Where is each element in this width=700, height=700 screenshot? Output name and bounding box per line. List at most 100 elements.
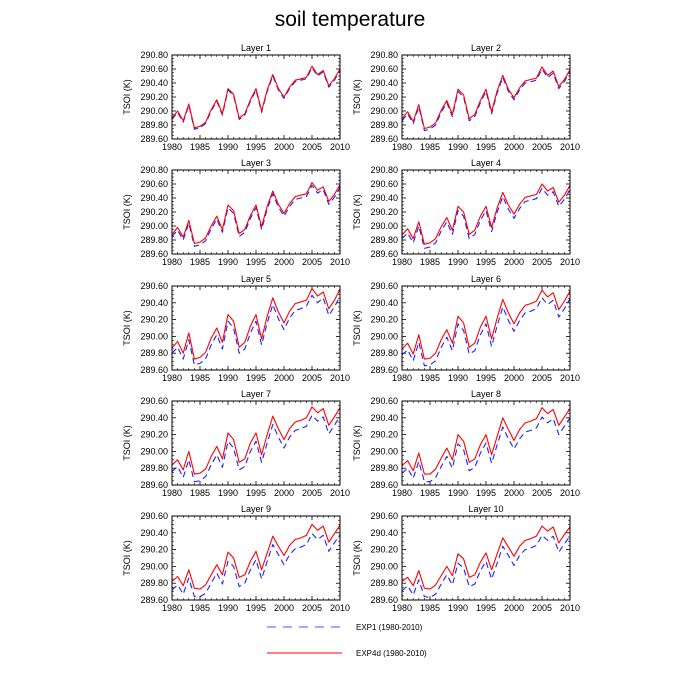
x-tick-label: 1990 xyxy=(448,603,468,613)
y-tick-label: 290.60 xyxy=(370,281,398,291)
panel-layer-5: Layer 5 289.60 289.80 290.00 290.20 290.40 290… xyxy=(122,274,350,383)
plot-frame xyxy=(171,54,341,140)
x-tick-label: 1985 xyxy=(190,142,210,152)
x-tick-label: 2010 xyxy=(560,603,580,613)
panel-title: Layer 3 xyxy=(241,158,271,168)
x-tick-label: 1980 xyxy=(162,257,182,267)
y-tick-label: 290.60 xyxy=(140,396,168,406)
x-tick-label: 2005 xyxy=(532,488,552,498)
series-line-exp1 xyxy=(401,416,571,483)
series-line-exp4d xyxy=(401,525,571,590)
x-tick-label: 1980 xyxy=(392,603,412,613)
series-line-exp4d xyxy=(171,182,341,245)
y-tick-label: 290.20 xyxy=(370,545,398,555)
y-axis-label: TSOI (K) xyxy=(352,79,362,115)
y-tick-label: 290.20 xyxy=(140,315,168,325)
plot-frame xyxy=(171,400,341,486)
x-tick-label: 1980 xyxy=(392,488,412,498)
x-tick-label: 1985 xyxy=(420,603,440,613)
y-axis-label: TSOI (K) xyxy=(122,540,132,576)
x-tick-label: 2010 xyxy=(330,257,350,267)
y-tick-label: 289.80 xyxy=(140,578,168,588)
y-tick-label: 289.60 xyxy=(140,480,168,490)
y-tick-label: 289.80 xyxy=(140,235,168,245)
y-tick-label: 290.40 xyxy=(370,193,398,203)
x-tick-label: 2000 xyxy=(274,603,294,613)
x-tick-label: 1990 xyxy=(218,488,238,498)
panel-layer-10: Layer 10 289.60 289.80 290.00 290.20 290.40 29… xyxy=(352,504,580,613)
y-tick-label: 290.40 xyxy=(140,413,168,423)
y-tick-label: 290.20 xyxy=(140,92,168,102)
series-line-exp4d xyxy=(171,523,341,590)
y-tick-label: 290.40 xyxy=(370,78,398,88)
legend: EXP1 (1980-2010) EXP4d (1980-2010) xyxy=(267,623,427,658)
series-line-exp1 xyxy=(171,533,341,598)
x-tick-label: 2005 xyxy=(302,373,322,383)
series-line-exp1 xyxy=(171,294,341,366)
x-tick-label: 2005 xyxy=(302,488,322,498)
y-tick-label: 290.40 xyxy=(140,528,168,538)
y-tick-label: 290.00 xyxy=(140,561,168,571)
x-tick-label: 2000 xyxy=(504,488,524,498)
x-tick-label: 2010 xyxy=(330,603,350,613)
y-tick-label: 290.60 xyxy=(370,396,398,406)
plot-frame xyxy=(401,400,571,486)
y-tick-label: 290.40 xyxy=(140,298,168,308)
x-tick-label: 1990 xyxy=(218,373,238,383)
x-tick-label: 2005 xyxy=(532,603,552,613)
x-tick-label: 1990 xyxy=(448,257,468,267)
x-tick-label: 2000 xyxy=(274,257,294,267)
y-tick-label: 289.60 xyxy=(370,595,398,605)
x-tick-label: 2010 xyxy=(330,142,350,152)
panel-layer-6: Layer 6 289.60 289.80 290.00 290.20 290.40 290… xyxy=(352,274,580,383)
y-tick-label: 289.80 xyxy=(370,120,398,130)
y-tick-label: 289.80 xyxy=(370,578,398,588)
x-tick-label: 2005 xyxy=(302,257,322,267)
series-line-exp1 xyxy=(171,67,341,130)
y-tick-label: 290.00 xyxy=(140,446,168,456)
series-line-exp1 xyxy=(401,68,571,132)
y-tick-label: 290.00 xyxy=(140,221,168,231)
y-tick-label: 289.80 xyxy=(140,463,168,473)
x-tick-label: 1990 xyxy=(218,142,238,152)
x-tick-label: 1980 xyxy=(392,373,412,383)
y-tick-label: 290.00 xyxy=(370,221,398,231)
x-tick-label: 2000 xyxy=(504,142,524,152)
x-tick-label: 1995 xyxy=(246,142,266,152)
y-axis-label: TSOI (K) xyxy=(122,425,132,461)
panel-title: Layer 7 xyxy=(241,389,271,399)
panel-layer-9: Layer 9 289.60 289.80 290.00 290.20 290.40 290… xyxy=(122,504,350,613)
y-tick-label: 289.60 xyxy=(370,134,398,144)
x-tick-label: 2000 xyxy=(504,373,524,383)
series-line-exp4d xyxy=(171,406,341,475)
y-tick-label: 290.20 xyxy=(140,430,168,440)
x-tick-label: 2010 xyxy=(560,488,580,498)
legend-label-exp1: EXP1 (1980-2010) xyxy=(356,623,423,632)
panel-title: Layer 2 xyxy=(471,43,501,53)
y-axis-label: TSOI (K) xyxy=(352,540,362,576)
y-tick-label: 289.80 xyxy=(370,235,398,245)
series-line-exp1 xyxy=(401,297,571,367)
plot-frame xyxy=(171,515,341,601)
x-tick-label: 1985 xyxy=(190,603,210,613)
panel-title: Layer 1 xyxy=(241,43,271,53)
x-tick-label: 1980 xyxy=(162,488,182,498)
legend-label-exp4d: EXP4d (1980-2010) xyxy=(356,649,427,658)
x-tick-label: 1990 xyxy=(448,142,468,152)
series-line-exp4d xyxy=(401,407,571,475)
y-tick-label: 290.00 xyxy=(370,331,398,341)
y-tick-label: 290.40 xyxy=(140,193,168,203)
y-tick-label: 290.60 xyxy=(140,64,168,74)
x-tick-label: 2010 xyxy=(560,373,580,383)
panel-layer-8: Layer 8 289.60 289.80 290.00 290.20 290.40 290… xyxy=(352,389,580,498)
x-tick-label: 1990 xyxy=(218,603,238,613)
series-line-exp1 xyxy=(401,187,571,249)
y-axis-label: TSOI (K) xyxy=(352,425,362,461)
plot-frame xyxy=(401,54,571,140)
y-tick-label: 290.20 xyxy=(140,545,168,555)
y-axis-label: TSOI (K) xyxy=(122,194,132,230)
series-line-exp4d xyxy=(401,183,571,245)
x-tick-label: 2000 xyxy=(274,142,294,152)
panel-layer-3: Layer 3 289.60 289.80 290.00 290.20 290.40 290… xyxy=(122,158,350,267)
x-tick-label: 2005 xyxy=(302,603,322,613)
